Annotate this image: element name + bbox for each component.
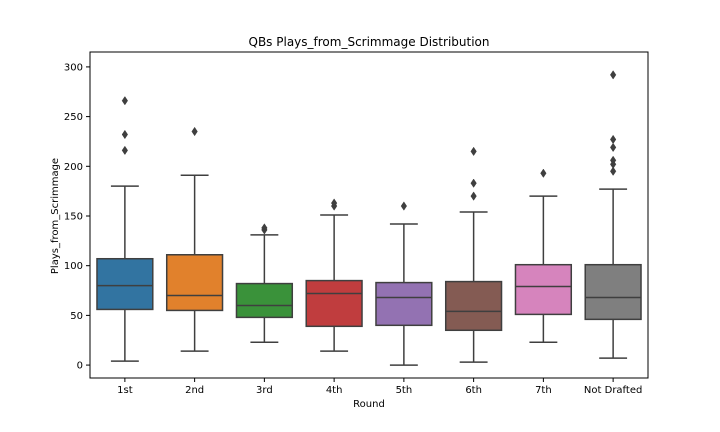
outlier-marker (610, 166, 617, 176)
outlier-marker (191, 126, 198, 137)
chart-title: QBs Plays_from_Scrimmage Distribution (249, 35, 490, 49)
outlier-marker (261, 223, 268, 233)
y-tick-label: 0 (77, 361, 83, 372)
box (584, 263, 642, 321)
x-tick-label: 1st (117, 385, 133, 396)
outlier-marker (470, 146, 477, 157)
y-tick-label: 200 (64, 162, 83, 173)
box-group-not-drafted (584, 70, 642, 359)
box-group-2nd (165, 126, 224, 352)
x-tick-label: 3rd (256, 385, 273, 396)
box (444, 280, 503, 332)
x-tick-label: 2nd (185, 385, 204, 396)
box-group-7th (514, 168, 573, 343)
box-group-4th (305, 198, 363, 352)
x-tick-label: 7th (535, 385, 552, 396)
y-tick-label: 50 (70, 311, 83, 322)
box (375, 281, 433, 327)
box-group-1st (96, 96, 154, 362)
box (96, 257, 154, 311)
outlier-marker (470, 191, 477, 201)
outlier-marker (540, 168, 547, 178)
outlier-marker (470, 178, 477, 188)
axes-frame (89, 51, 649, 379)
plot-area (89, 51, 649, 379)
y-tick-label: 150 (64, 211, 83, 222)
box (514, 263, 573, 316)
outlier-marker (400, 201, 407, 211)
y-tick-label: 100 (64, 261, 83, 272)
outlier-marker (331, 198, 338, 208)
box-group-3rd (235, 223, 294, 343)
outlier-marker (121, 96, 128, 106)
y-tick-label: 250 (64, 112, 83, 123)
box (235, 282, 294, 319)
y-tick-label: 300 (64, 62, 83, 73)
outlier-marker (610, 134, 617, 145)
outlier-marker (610, 155, 617, 165)
outlier-marker (121, 145, 128, 156)
outlier-marker (610, 142, 617, 153)
y-axis-label: Plays_from_Scrimmage (50, 158, 61, 274)
x-tick-label: Not Drafted (584, 385, 642, 396)
box-group-5th (375, 201, 433, 366)
x-tick-label: 4th (326, 385, 343, 396)
box (305, 279, 363, 328)
x-tick-label: 6th (465, 385, 482, 396)
outlier-marker (610, 70, 617, 80)
x-tick-label: 5th (396, 385, 413, 396)
box-group-6th (444, 146, 503, 363)
x-axis: 1st 2nd 3rd 4th 5th 6th 7th Not Drafted (117, 378, 642, 396)
y-axis: 0 50 100 150 200 250 300 (64, 62, 90, 372)
outlier-marker (121, 129, 128, 140)
x-axis-label: Round (353, 399, 385, 410)
box (165, 254, 224, 312)
